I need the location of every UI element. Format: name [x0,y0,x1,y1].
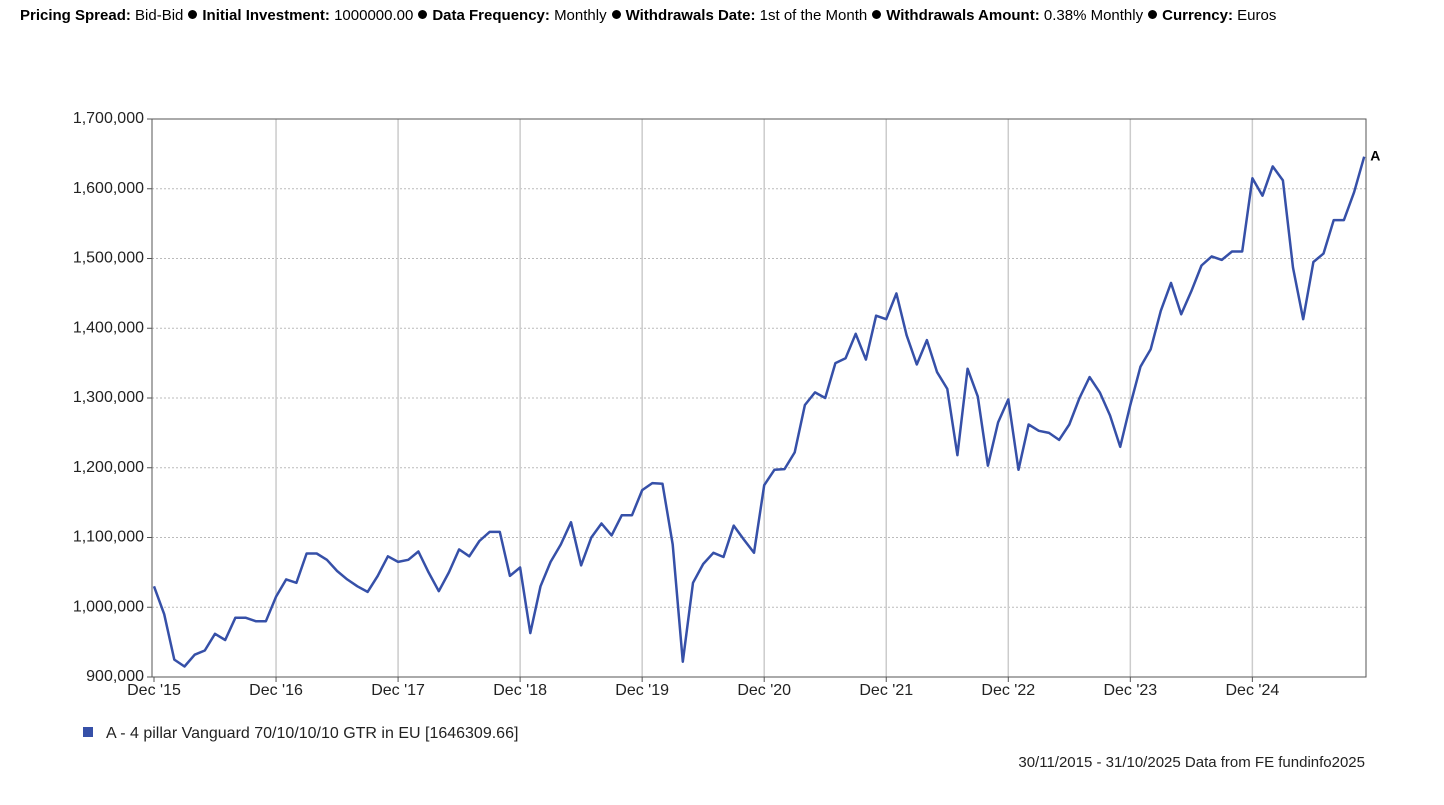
x-tick-label: Dec '17 [371,682,425,699]
legend-swatch [83,727,93,737]
x-tick-label: Dec '22 [981,682,1035,699]
y-tick-label: 1,600,000 [73,180,144,197]
separator [1148,10,1158,19]
setting-label: Pricing Spread: [20,7,131,24]
separator [872,10,882,19]
setting-label: Withdrawals Amount: [886,7,1040,24]
setting-value: 0.38% Monthly [1043,7,1144,24]
x-tick-label: Dec '19 [615,682,669,699]
y-tick-label: 1,100,000 [73,529,144,546]
y-tick-label: 900,000 [86,668,144,685]
x-tick-label: Dec '15 [127,682,181,699]
x-tick-label: Dec '24 [1225,682,1279,699]
y-tick-label: 1,000,000 [73,598,144,615]
plot-frame [151,118,1367,678]
y-tick-label: 1,300,000 [73,389,144,406]
y-tick-label: 1,400,000 [73,319,144,336]
source-note: 30/11/2015 - 31/10/2025 Data from FE fun… [1018,754,1365,771]
setting-value: Bid-Bid [135,7,184,24]
separator [188,10,198,19]
x-tick-label: Dec '18 [493,682,547,699]
setting-value: 1st of the Month [759,7,868,24]
y-tick-label: 1,700,000 [73,110,144,127]
x-tick-label: Dec '16 [249,682,303,699]
legend-label: A - 4 pillar Vanguard 70/10/10/10 GTR in… [106,725,518,742]
setting-value: Euros [1237,7,1277,24]
separator [418,10,428,19]
y-tick-label: 1,500,000 [73,250,144,267]
x-tick-label: Dec '23 [1103,682,1157,699]
y-tick-label: 1,200,000 [73,459,144,476]
setting-label: Currency: [1162,7,1233,24]
x-tick-label: Dec '20 [737,682,791,699]
end-label: A [1370,147,1380,163]
setting-label: Withdrawals Date: [625,7,756,24]
settings-bar: Pricing Spread: Bid-Bid Initial Investmen… [20,7,1276,24]
setting-value: Monthly [554,7,607,24]
x-tick-label: Dec '21 [859,682,913,699]
separator [611,10,621,19]
setting-value: 1000000.00 [334,7,414,24]
series-line [152,156,1366,668]
setting-label: Initial Investment: [202,7,330,24]
setting-label: Data Frequency: [432,7,550,24]
